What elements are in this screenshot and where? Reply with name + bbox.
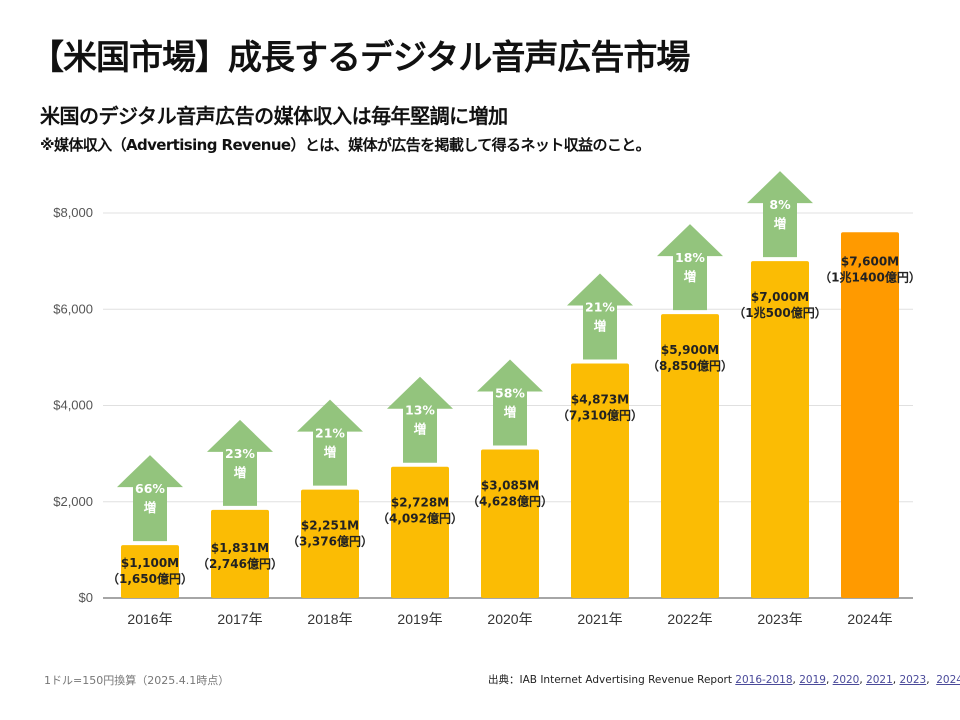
- x-tick-label: 2024年: [847, 611, 892, 627]
- growth-arrows-layer: 66% 増 23% 増 21% 増 13% 増 58% 増 21% 増 18% 増 8% 増: [117, 171, 813, 542]
- growth-arrow-icon: [207, 419, 273, 506]
- bar-yen-label: （8,850億円）: [647, 358, 733, 373]
- data-labels-layer: $1,100M（1,650億円）$1,831M（2,746億円）$2,251M（…: [107, 254, 921, 586]
- source-link-2016-2018[interactable]: 2016-2018: [735, 674, 793, 686]
- source-link-2023[interactable]: 2023: [899, 674, 927, 686]
- bar: [751, 261, 809, 598]
- source-prefix: 出典：IAB Internet Advertising Revenue Repo…: [488, 674, 736, 686]
- bar-yen-label: （4,092億円）: [377, 511, 463, 526]
- bar-yen-label: （1兆1400億円）: [819, 269, 921, 284]
- bar-yen-label: （3,376億円）: [287, 534, 373, 549]
- growth-suffix-label: 増: [144, 500, 157, 515]
- bar: [481, 449, 539, 598]
- growth-percent-label: 13%: [405, 403, 435, 418]
- bar: [661, 314, 719, 598]
- growth-arrow-icon: [297, 399, 363, 486]
- bar-yen-label: （2,746億円）: [197, 556, 283, 571]
- page-title: 【米国市場】成長するデジタル音声広告市場: [30, 38, 690, 78]
- source-link-2024[interactable]: 2024: [936, 674, 960, 686]
- x-axis: 2016年 2017年 2018年 2019年 2020年 2021年 2022年 2023年…: [127, 611, 892, 627]
- y-tick-label: $4,000: [53, 398, 93, 413]
- growth-suffix-label: 増: [234, 465, 247, 480]
- y-tick-label: $8,000: [53, 205, 93, 220]
- y-tick-label: $2,000: [53, 494, 93, 509]
- growth-percent-label: 8%: [769, 197, 791, 212]
- growth-arrow-icon: [477, 359, 543, 446]
- growth-percent-label: 21%: [585, 299, 615, 314]
- growth-suffix-label: 増: [684, 269, 697, 284]
- bar-value-label: $2,728M: [391, 496, 449, 510]
- definition-note: ※媒体収入（Advertising Revenue）とは、媒体が広告を掲載して得…: [40, 136, 651, 154]
- bar-value-label: $3,085M: [481, 479, 539, 493]
- y-tick-label: $6,000: [53, 301, 93, 316]
- source-link-2020[interactable]: 2020: [832, 674, 860, 686]
- bar-value-label: $4,873M: [571, 392, 629, 406]
- growth-suffix-label: 増: [414, 422, 427, 437]
- x-tick-label: 2019年: [397, 611, 442, 627]
- growth-arrow-icon: [567, 273, 633, 360]
- bar: [301, 489, 359, 598]
- growth-arrow-icon: [117, 455, 183, 542]
- growth-percent-label: 66%: [135, 481, 165, 496]
- source-citation: 出典：IAB Internet Advertising Revenue Repo…: [488, 672, 960, 687]
- bar-value-label: $1,831M: [211, 541, 269, 555]
- growth-suffix-label: 増: [504, 405, 517, 420]
- y-tick-label: $0: [79, 590, 93, 605]
- bar: [121, 545, 179, 598]
- x-tick-label: 2023年: [757, 611, 802, 627]
- growth-suffix-label: 増: [324, 445, 337, 460]
- bar: [841, 232, 899, 598]
- bar-yen-label: （1,650億円）: [107, 571, 193, 586]
- growth-arrow-icon: [747, 171, 813, 258]
- source-link-2019[interactable]: 2019: [799, 674, 826, 686]
- bars-layer: [121, 232, 899, 598]
- bar-yen-label: （1兆500億円）: [733, 305, 826, 320]
- growth-percent-label: 21%: [315, 426, 345, 441]
- growth-arrow-icon: [387, 376, 453, 463]
- bar-value-label: $2,251M: [301, 519, 359, 533]
- exchange-rate-note: 1ドル=150円換算（2025.4.1時点）: [44, 674, 230, 687]
- bar: [571, 363, 629, 598]
- growth-arrow-icon: [657, 224, 723, 311]
- bar-yen-label: （7,310億円）: [557, 407, 643, 422]
- bar-value-label: $7,600M: [841, 254, 899, 268]
- growth-percent-label: 18%: [675, 250, 705, 265]
- source-link-2021[interactable]: 2021: [866, 674, 893, 686]
- x-tick-label: 2021年: [577, 611, 622, 627]
- growth-suffix-label: 増: [594, 318, 607, 333]
- x-tick-label: 2016年: [127, 611, 172, 627]
- bar: [391, 466, 449, 598]
- bar-value-label: $1,100M: [121, 556, 179, 570]
- x-tick-label: 2020年: [487, 611, 532, 627]
- x-tick-label: 2018年: [307, 611, 352, 627]
- chart-subtitle: 米国のデジタル音声広告の媒体収入は毎年堅調に増加: [40, 104, 508, 128]
- x-tick-label: 2017年: [217, 611, 262, 627]
- x-tick-label: 2022年: [667, 611, 712, 627]
- bar-chart: $0 $2,000 $4,000 $6,000 $8,000 66% 増 23% 増 21% 増 1…: [53, 171, 921, 627]
- bar-value-label: $7,000M: [751, 290, 809, 304]
- bar-value-label: $5,900M: [661, 343, 719, 357]
- growth-suffix-label: 増: [774, 216, 787, 231]
- growth-percent-label: 58%: [495, 386, 525, 401]
- bar-yen-label: （4,628億円）: [467, 494, 553, 509]
- bar: [211, 509, 269, 598]
- growth-percent-label: 23%: [225, 446, 255, 461]
